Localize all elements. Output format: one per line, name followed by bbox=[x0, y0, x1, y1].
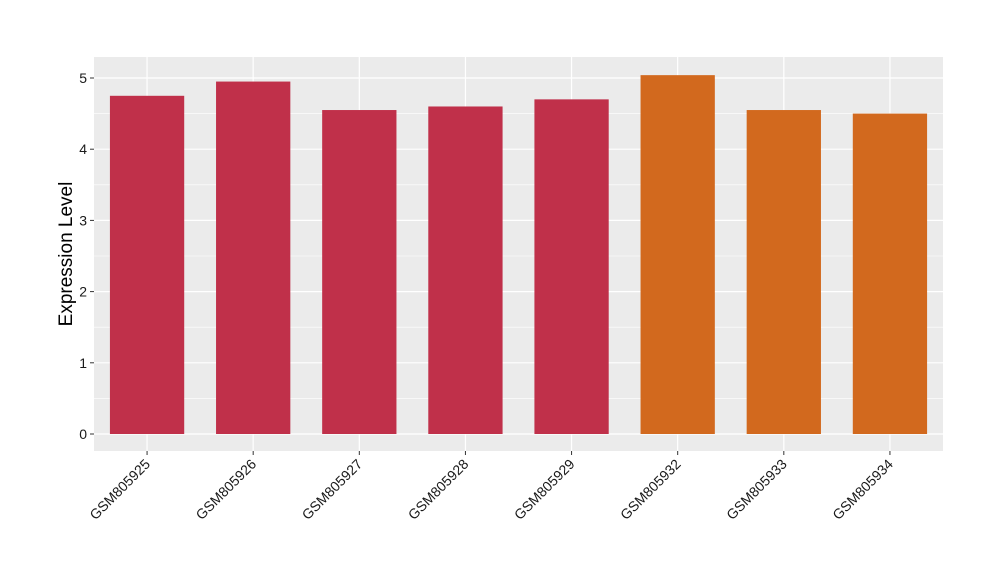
bar-gsm805926 bbox=[216, 81, 291, 434]
bar-gsm805934 bbox=[852, 113, 928, 434]
bar-gsm805933 bbox=[746, 110, 821, 434]
y-axis: 0 1 2 3 4 5 bbox=[79, 70, 94, 442]
bar-gsm805927 bbox=[322, 110, 397, 434]
x-tick-label: GSM805933 bbox=[723, 456, 790, 523]
y-tick-label: 1 bbox=[79, 355, 87, 371]
x-tick-label: GSM805929 bbox=[511, 456, 578, 523]
y-tick-label: 2 bbox=[79, 284, 87, 300]
x-tick-label: GSM805932 bbox=[617, 456, 684, 523]
x-tick-label: GSM805934 bbox=[829, 456, 896, 523]
bars bbox=[109, 75, 928, 435]
y-axis-title: Expression Level bbox=[56, 182, 77, 327]
x-axis: GSM805925 GSM805926 GSM805927 GSM805928 GSM8… bbox=[86, 451, 896, 523]
y-tick-label: 4 bbox=[79, 141, 87, 157]
bar-gsm805932 bbox=[640, 75, 715, 434]
y-tick-label: 0 bbox=[79, 426, 87, 442]
x-tick-label: GSM805928 bbox=[405, 456, 472, 523]
x-tick-label: GSM805926 bbox=[192, 456, 259, 523]
bar-gsm805928 bbox=[428, 106, 503, 434]
x-tick-label: GSM805927 bbox=[299, 456, 366, 523]
bar-gsm805929 bbox=[534, 99, 609, 435]
y-tick-label: 3 bbox=[79, 212, 87, 228]
bar-gsm805925 bbox=[109, 95, 185, 435]
x-tick-label: GSM805925 bbox=[86, 456, 153, 523]
y-tick-label: 5 bbox=[79, 70, 87, 86]
